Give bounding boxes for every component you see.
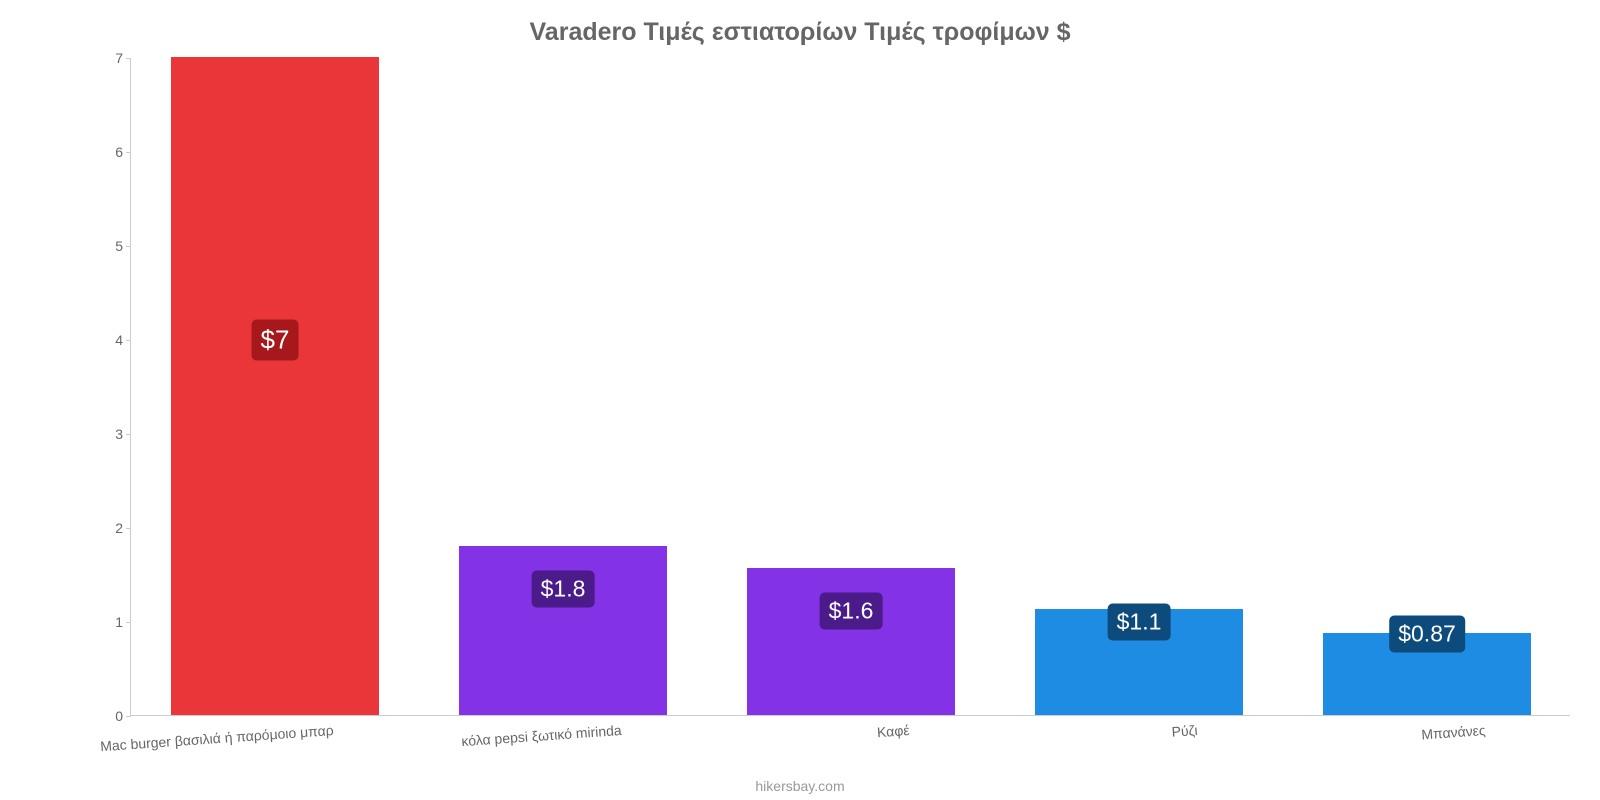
y-tick-mark [126,716,131,717]
y-tick-label: 2 [91,520,131,536]
x-axis-label: Mac burger βασιλιά ή παρόμοιο μπαρ [100,722,334,754]
y-tick-label: 7 [91,50,131,66]
watermark: hikersbay.com [0,778,1600,794]
x-axis-label-wrap: κόλα pepsi ξωτικό mirinda [563,722,724,738]
y-tick-mark [126,434,131,435]
bar-value-wrap: $1.8 [532,571,595,608]
x-axis-label-wrap: Ρύζι [1139,722,1165,738]
bar-value-label: $1.1 [1108,604,1171,641]
bar-value-label: $7 [252,320,299,361]
y-tick-label: 0 [91,708,131,724]
x-axis-label: Καφέ [877,722,911,740]
y-tick-mark [126,246,131,247]
bar [171,57,378,715]
bar-value-wrap: $0.87 [1389,616,1465,653]
x-axis-label: Ρύζι [1171,722,1198,740]
bar-value-wrap: $1.6 [820,592,883,629]
y-tick-label: 1 [91,614,131,630]
bar [747,568,954,715]
y-tick-mark [126,340,131,341]
y-tick-label: 5 [91,238,131,254]
y-tick-mark [126,528,131,529]
bar-value-wrap: $7 [252,320,299,361]
x-axis-label: Μπανάνες [1421,722,1486,742]
y-tick-mark [126,152,131,153]
y-tick-label: 3 [91,426,131,442]
y-tick-mark [126,622,131,623]
chart-title: Varadero Τιμές εστιατορίων Τιμές τροφίμω… [0,18,1600,47]
bar-value-label: $1.8 [532,571,595,608]
chart-container: Varadero Τιμές εστιατορίων Τιμές τροφίμω… [0,0,1600,800]
bar-value-wrap: $1.1 [1108,604,1171,641]
y-tick-mark [126,58,131,59]
x-axis-label-wrap: Καφέ [851,722,884,738]
x-axis-label-wrap: Μπανάνες [1427,722,1491,738]
y-tick-label: 4 [91,332,131,348]
bar-value-label: $1.6 [820,592,883,629]
bar-value-label: $0.87 [1389,616,1465,653]
y-tick-label: 6 [91,144,131,160]
plot-area: 01234567$7Mac burger βασιλιά ή παρόμοιο … [130,58,1570,716]
